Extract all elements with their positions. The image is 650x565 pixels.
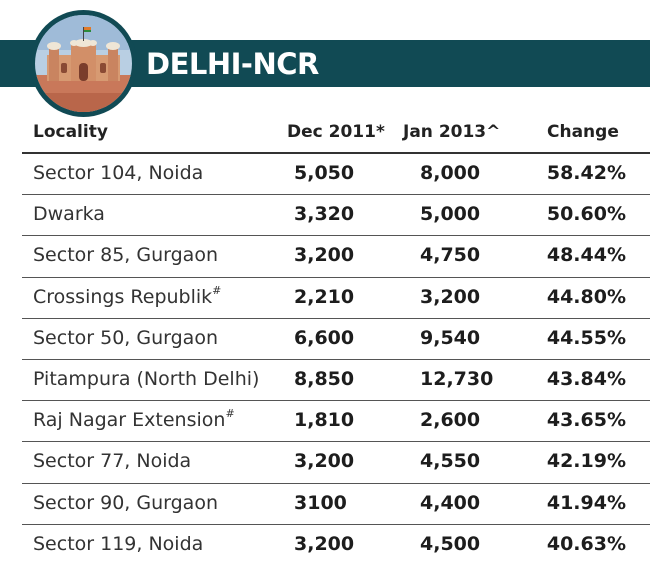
cell-jan2013-text: 4,500 <box>420 532 481 555</box>
cell-jan2013: 4,750 <box>420 235 480 276</box>
cell-jan2013: 4,400 <box>420 483 480 524</box>
row-divider <box>22 276 650 278</box>
cell-locality: Sector 104, Noida <box>33 153 203 194</box>
cell-locality-text: Raj Nagar Extension <box>33 409 226 432</box>
cell-change: 50.60% <box>540 194 626 235</box>
cell-change-text: 41.94% <box>546 491 626 514</box>
cell-jan2013: 5,000 <box>420 194 480 235</box>
cell-dec2011-text: 3,200 <box>294 244 355 267</box>
page-title: DELHI-NCR <box>146 47 319 81</box>
cell-dec2011: 5,050 <box>294 153 354 194</box>
cell-dec2011-text: 8,850 <box>294 368 355 390</box>
cell-change: 44.80% <box>540 277 626 318</box>
cell-dec2011-text: 3100 <box>294 491 347 514</box>
cell-dec2011: 3,320 <box>294 194 354 235</box>
cell-locality-text: Pitampura (North Delhi) <box>33 368 260 390</box>
cell-change: 43.65% <box>540 400 626 441</box>
cell-dec2011-text: 6,600 <box>294 326 355 349</box>
cell-locality-text: Sector 90, Gurgaon <box>33 491 218 514</box>
cell-change-text: 48.44% <box>546 244 626 267</box>
cell-jan2013-text: 2,600 <box>420 409 481 432</box>
cell-dec2011: 8,850 <box>294 359 354 400</box>
cell-locality: Raj Nagar Extension# <box>33 400 235 441</box>
cell-jan2013-text: 4,550 <box>420 450 481 473</box>
cell-jan2013: 3,200 <box>420 277 480 318</box>
cell-change-text: 43.84% <box>546 368 626 390</box>
cell-jan2013-text: 9,540 <box>420 326 481 349</box>
cell-change-text: 44.80% <box>546 285 626 308</box>
row-divider <box>22 235 650 237</box>
cell-dec2011-text: 3,200 <box>294 532 355 555</box>
header-dec2011: Dec 2011* <box>287 122 385 142</box>
row-divider <box>22 441 650 443</box>
header-change: Change <box>547 122 619 142</box>
cell-dec2011: 3,200 <box>294 441 354 482</box>
cell-change-text: 43.65% <box>546 409 626 432</box>
cell-locality: Pitampura (North Delhi) <box>33 359 259 400</box>
cell-dec2011-text: 5,050 <box>294 162 355 184</box>
cell-change: 41.94% <box>540 483 626 524</box>
cell-locality-text: Sector 104, Noida <box>33 162 204 184</box>
row-divider <box>22 194 650 196</box>
row-divider <box>22 317 650 319</box>
cell-change-text: 58.42% <box>546 162 626 184</box>
cell-locality-text: Sector 119, Noida <box>33 532 204 555</box>
cell-jan2013: 4,500 <box>420 524 480 565</box>
cell-change: 43.84% <box>540 359 626 400</box>
cell-jan2013-text: 3,200 <box>420 285 481 308</box>
footnote-mark: # <box>225 407 235 421</box>
cell-locality: Sector 77, Noida <box>33 441 191 482</box>
cell-dec2011: 6,600 <box>294 318 354 359</box>
cell-change: 48.44% <box>540 235 626 276</box>
cell-change-text: 40.63% <box>546 532 626 555</box>
cell-locality: Sector 119, Noida <box>33 524 203 565</box>
cell-change-text: 50.60% <box>546 203 626 226</box>
cell-dec2011: 2,210 <box>294 277 354 318</box>
cell-locality-text: Crossings Republik <box>33 285 213 308</box>
cell-dec2011: 3,200 <box>294 524 354 565</box>
cell-dec2011: 3,200 <box>294 235 354 276</box>
red-fort-icon <box>30 10 137 117</box>
cell-locality-text: Dwarka <box>33 203 105 226</box>
row-divider <box>22 523 650 525</box>
cell-jan2013-text: 5,000 <box>420 203 481 226</box>
cell-locality: Crossings Republik# <box>33 277 221 318</box>
cell-jan2013-text: 12,730 <box>420 368 494 390</box>
cell-locality: Sector 85, Gurgaon <box>33 235 218 276</box>
cell-change: 40.63% <box>540 524 626 565</box>
row-divider <box>22 359 650 360</box>
row-divider <box>22 482 650 484</box>
cell-jan2013-text: 4,400 <box>420 491 481 514</box>
cell-locality-text: Sector 77, Noida <box>33 450 192 473</box>
cell-locality: Sector 50, Gurgaon <box>33 318 218 359</box>
header-jan2013: Jan 2013^ <box>403 122 501 142</box>
cell-locality-text: Sector 50, Gurgaon <box>33 326 218 349</box>
cell-jan2013-text: 4,750 <box>420 244 481 267</box>
cell-jan2013-text: 8,000 <box>420 162 481 184</box>
cell-jan2013: 9,540 <box>420 318 480 359</box>
cell-jan2013: 4,550 <box>420 441 480 482</box>
cell-dec2011-text: 3,200 <box>294 450 355 473</box>
cell-change: 42.19% <box>540 441 626 482</box>
header-divider <box>22 152 650 154</box>
cell-change-text: 44.55% <box>546 326 626 349</box>
cell-change-text: 42.19% <box>546 450 626 473</box>
cell-dec2011-text: 1,810 <box>294 409 355 432</box>
cell-locality-text: Sector 85, Gurgaon <box>33 244 218 267</box>
cell-jan2013: 8,000 <box>420 153 480 194</box>
footnote-mark: # <box>212 283 222 297</box>
row-divider <box>22 400 650 402</box>
cell-dec2011-text: 3,320 <box>294 203 355 226</box>
header-locality: Locality <box>33 122 108 142</box>
cell-locality: Dwarka <box>33 194 105 235</box>
cell-change: 58.42% <box>540 153 626 194</box>
cell-dec2011: 3100 <box>294 483 354 524</box>
cell-jan2013: 2,600 <box>420 400 480 441</box>
cell-locality: Sector 90, Gurgaon <box>33 483 218 524</box>
cell-change: 44.55% <box>540 318 626 359</box>
cell-dec2011: 1,810 <box>294 400 354 441</box>
cell-jan2013: 12,730 <box>420 359 493 400</box>
cell-dec2011-text: 2,210 <box>294 285 355 308</box>
